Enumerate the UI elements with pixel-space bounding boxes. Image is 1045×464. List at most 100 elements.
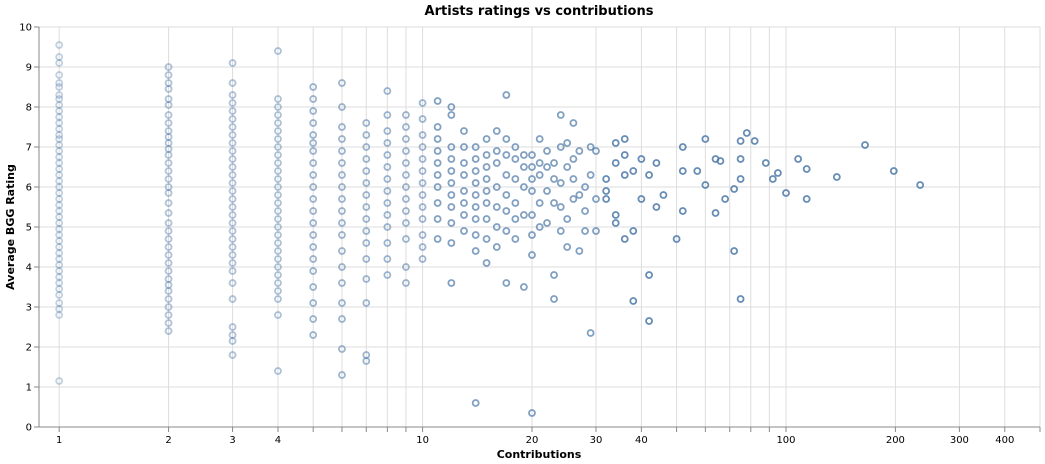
scatter-point [471,203,480,211]
scatter-point [418,167,427,175]
scatter-point [274,95,282,103]
scatter-point [55,291,64,299]
scatter-point [519,183,528,191]
scatter-point [274,223,282,231]
scatter-point [492,243,501,251]
scatter-point [629,227,638,235]
scatter-point [228,155,237,163]
scatter-point [794,155,803,163]
scatter-point [164,101,173,109]
scatter-point [228,227,237,235]
x-tick-label: 10 [416,435,429,446]
scatter-point [274,151,282,159]
scatter-point [502,151,511,159]
scatter-point [620,171,629,179]
scatter-point [418,179,427,187]
scatter-point [164,111,173,119]
scatter-point [228,187,237,195]
scatter-point [502,91,511,99]
scatter-point [502,135,511,143]
scatter-point [228,99,237,107]
scatter-point [55,279,64,287]
scatter-point [164,327,173,335]
scatter-point [55,159,64,167]
scatter-point [471,231,480,239]
scatter-point [338,159,346,167]
scatter-point [228,195,237,203]
scatter-point [228,323,237,331]
scatter-point [750,137,759,145]
scatter-point [678,143,687,151]
scatter-point [535,171,544,179]
scatter-point [338,207,346,215]
scatter-point [433,147,442,155]
scatter-point [519,151,528,159]
scatter-point [611,159,620,167]
scatter-point [228,147,237,155]
scatter-point [228,115,237,123]
scatter-point [602,195,611,203]
scatter-point [55,83,64,91]
scatter-point [228,171,237,179]
scatter-point [164,311,173,319]
scatter-point [309,299,318,307]
scatter-point [228,211,237,219]
scatter-point [528,251,536,259]
scatter-point [362,191,371,199]
scatter-point [55,135,64,143]
y-tick-label: 2 [26,343,32,354]
scatter-point [309,119,318,127]
x-tick-label: 200 [886,435,905,446]
scatter-point [611,211,620,219]
scatter-point [620,135,629,143]
scatter-point [528,211,536,219]
scatter-point [402,195,410,203]
scatter-point [528,231,536,239]
scatter-point [761,159,770,167]
scatter-point [383,87,392,95]
scatter-point [362,155,371,163]
scatter-point [55,213,64,221]
scatter-point [309,195,318,203]
scatter-point [383,187,392,195]
scatter-point [228,295,237,303]
scatter-point [492,147,501,155]
scatter-point [519,211,528,219]
scatter-point [362,203,371,211]
scatter-point [338,279,346,287]
scatter-point [383,239,392,247]
scatter-point [309,171,318,179]
scatter-point [701,181,710,189]
scatter-point [274,295,282,303]
scatter-point [228,59,237,67]
scatter-point [528,187,536,195]
scatter-point [309,139,318,147]
scatter-point [55,119,64,127]
scatter-point [773,169,782,177]
scatter-point [433,135,442,143]
scatter-point [309,219,318,227]
scatter-point [447,203,456,211]
scatter-point [55,249,64,257]
scatter-point [433,97,442,105]
scatter-point [535,159,544,167]
scatter-point [362,179,371,187]
x-tick-label: 40 [635,435,648,446]
scatter-point [502,171,511,179]
scatter-point [402,219,410,227]
scatter-point [228,79,237,87]
scatter-point [383,151,392,159]
scatter-point [55,225,64,233]
scatter-point [274,111,282,119]
scatter-point [228,91,237,99]
scatter-point [164,319,173,327]
y-tick-label: 5 [26,223,32,234]
scatter-point [55,231,64,239]
scatter-point [338,123,346,131]
scatter-point [447,103,456,111]
scatter-point [471,399,480,407]
x-tick-label: 1 [56,435,62,446]
scatter-point [362,227,371,235]
scatter-point [274,103,282,111]
scatter-point [447,143,456,151]
